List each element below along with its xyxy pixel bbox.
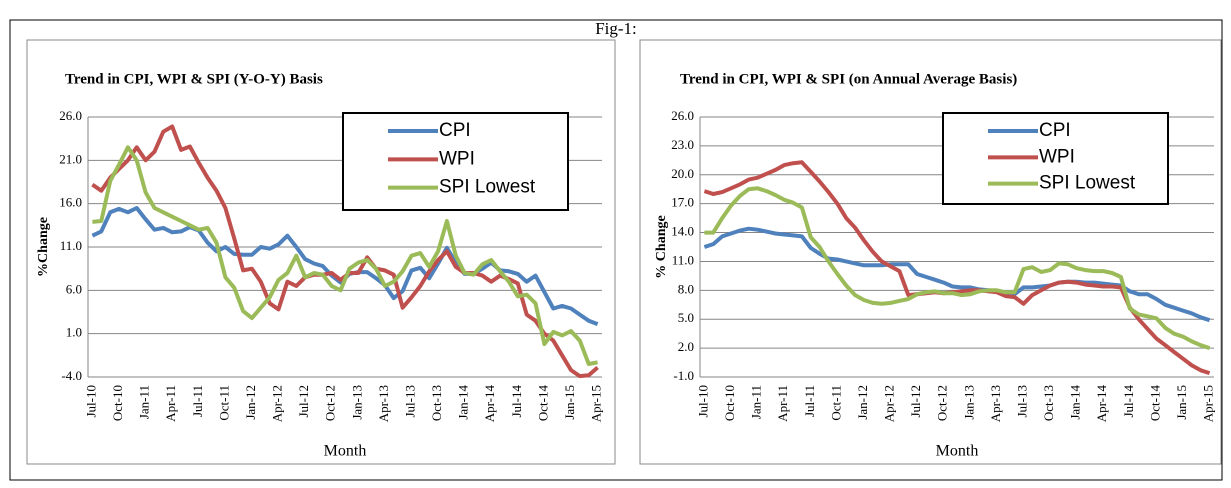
x-tick-label: Jan-15 <box>562 385 577 420</box>
legend-label: CPI <box>439 120 471 141</box>
x-tick-label: Jul-12 <box>296 385 311 418</box>
x-tick-label: Jul-10 <box>83 385 98 418</box>
legend-label: WPI <box>439 148 475 169</box>
x-tick-label: Apr-12 <box>270 385 285 422</box>
x-tick-label: Oct-10 <box>110 385 125 421</box>
x-tick-label: Oct-11 <box>216 385 231 421</box>
y-axis-label: % Change <box>654 215 669 278</box>
x-axis-label: Month <box>324 443 367 460</box>
panel-border <box>26 39 616 465</box>
y-tick-label: 16.0 <box>59 195 82 210</box>
y-tick-label: 6.0 <box>66 281 82 296</box>
y-tick-label: 21.0 <box>59 151 82 166</box>
legend-label: CPI <box>1039 120 1071 141</box>
panel-border <box>639 39 1222 465</box>
figure-border <box>9 19 1223 481</box>
figure-title: Fig-1: <box>595 19 637 38</box>
y-tick-label: 8.0 <box>678 281 694 296</box>
x-tick-label: Jan-12 <box>855 385 870 420</box>
x-tick-label: Oct-11 <box>828 385 843 421</box>
x-tick-label: Jul-14 <box>1121 385 1136 418</box>
legend-box <box>342 112 569 211</box>
x-tick-label: Jul-12 <box>908 385 923 418</box>
x-tick-label: Apr-14 <box>1094 385 1109 423</box>
y-tick-label: 2.0 <box>678 339 694 354</box>
legend-label: SPI Lowest <box>439 177 536 198</box>
y-tick-label: 1.0 <box>66 325 82 340</box>
chart-title: Trend in CPI, WPI & SPI (on Annual Avera… <box>680 71 1017 87</box>
x-tick-label: Oct-14 <box>1147 385 1162 422</box>
y-tick-label: 11.0 <box>672 252 694 267</box>
y-tick-label: 23.0 <box>671 137 694 152</box>
x-tick-label: Oct-12 <box>323 385 338 421</box>
y-tick-label: -1.0 <box>673 368 694 383</box>
chart-title: Trend in CPI, WPI & SPI (Y-O-Y) Basis <box>65 71 323 87</box>
x-tick-label: Jan-13 <box>961 385 976 420</box>
legend-label: SPI Lowest <box>1039 173 1136 194</box>
x-tick-label: Jan-15 <box>1174 385 1189 420</box>
x-tick-label: Jan-11 <box>749 385 764 419</box>
x-tick-label: Oct-13 <box>429 385 444 421</box>
x-tick-label: Jul-11 <box>802 385 817 417</box>
x-tick-label: Oct-13 <box>1041 385 1056 421</box>
x-tick-label: Jul-10 <box>695 385 710 418</box>
x-tick-label: Apr-12 <box>882 385 897 422</box>
x-tick-label: Jul-14 <box>509 385 524 418</box>
y-tick-label: 26.0 <box>671 108 694 123</box>
x-tick-label: Jul-11 <box>190 385 205 417</box>
legend-label: WPI <box>1039 146 1075 167</box>
x-axis-label: Month <box>936 443 979 460</box>
x-tick-label: Oct-12 <box>935 385 950 421</box>
y-tick-label: 14.0 <box>671 224 694 239</box>
y-tick-label: 5.0 <box>678 310 694 325</box>
x-tick-label: Apr-11 <box>775 385 790 422</box>
x-tick-label: Oct-10 <box>722 385 737 421</box>
x-tick-label: Jan-14 <box>456 385 471 420</box>
x-tick-label: Jan-12 <box>243 385 258 420</box>
series-line <box>92 145 598 366</box>
x-tick-label: Apr-13 <box>376 385 391 422</box>
x-tick-label: Jan-14 <box>1068 385 1083 420</box>
x-tick-label: Oct-14 <box>535 385 550 422</box>
y-tick-label: 20.0 <box>671 166 694 181</box>
y-tick-label: 11.0 <box>60 238 82 253</box>
x-tick-label: Jul-13 <box>1014 385 1029 418</box>
y-tick-label: -4.0 <box>61 368 82 383</box>
x-tick-label: Jan-13 <box>349 385 364 420</box>
legend-box <box>942 112 1169 205</box>
x-tick-label: Apr-14 <box>482 385 497 423</box>
series-line <box>704 186 1211 351</box>
x-tick-label: Jan-11 <box>137 385 152 419</box>
x-tick-label: Apr-11 <box>163 385 178 422</box>
y-axis-label: %Change <box>36 217 51 277</box>
x-tick-label: Jul-13 <box>402 385 417 418</box>
y-tick-label: 26.0 <box>59 108 82 123</box>
y-tick-label: 17.0 <box>671 195 694 210</box>
x-tick-label: Apr-13 <box>988 385 1003 422</box>
x-tick-label: Apr-15 <box>1201 385 1216 422</box>
x-tick-label: Apr-15 <box>589 385 604 422</box>
